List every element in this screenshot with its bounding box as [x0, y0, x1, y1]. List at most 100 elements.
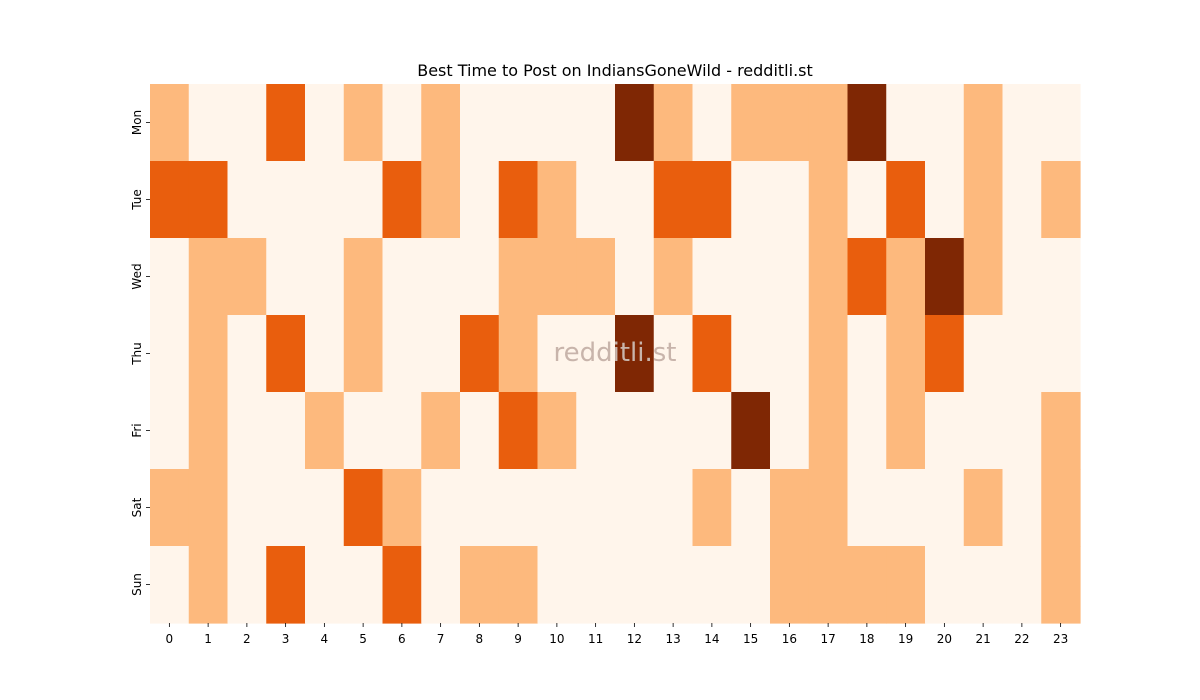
heatmap-cell-fri-6 [382, 392, 422, 470]
heatmap-cell-sat-4 [305, 469, 345, 547]
x-axis-ticks: 0 1 2 3 4 5 6 7 8 9 10 11 12 13 14 15 16 17 18 19 20 21 22 23 [166, 623, 1068, 646]
heatmap-cell-tue-2 [227, 161, 267, 239]
heatmap-cell-mon-8 [460, 84, 500, 162]
heatmap-cell-mon-13 [653, 84, 694, 162]
heatmap-cell-sat-2 [227, 469, 267, 547]
heatmap-cell-sun-23 [1041, 546, 1081, 624]
heatmap-cell-sat-11 [576, 469, 616, 547]
heatmap-cell-sun-16 [770, 546, 810, 624]
heatmap-cell-sun-21 [963, 546, 1004, 624]
heatmap-cell-sat-5 [343, 469, 384, 547]
heatmap-cell-sun-3 [266, 546, 306, 624]
x-tick-label: 1 [204, 632, 212, 646]
heatmap-cell-sat-18 [847, 469, 887, 547]
heatmap-cell-fri-16 [770, 392, 810, 470]
heatmap-cell-sat-20 [925, 469, 965, 547]
heatmap-cell-mon-23 [1041, 84, 1081, 162]
heatmap-cell-mon-1 [188, 84, 229, 162]
heatmap-cell-tue-16 [770, 161, 810, 239]
heatmap-cell-tue-14 [692, 161, 732, 239]
heatmap-cell-thu-4 [305, 315, 345, 393]
heatmap-cell-sat-16 [770, 469, 810, 547]
y-tick-label: Sun [130, 573, 144, 596]
heatmap-cell-sun-9 [498, 546, 539, 624]
heatmap-cell-thu-10 [537, 315, 577, 393]
heatmap-cells [150, 84, 1081, 624]
heatmap-cell-wed-23 [1041, 238, 1081, 316]
x-tick-label: 12 [627, 632, 642, 646]
heatmap-cell-sun-10 [537, 546, 577, 624]
heatmap-cell-sun-17 [808, 546, 849, 624]
x-tick-label: 11 [588, 632, 603, 646]
heatmap-cell-tue-7 [421, 161, 461, 239]
y-tick-label: Tue [130, 189, 144, 211]
watermark: redditli.st [554, 338, 677, 368]
heatmap-cell-tue-13 [653, 161, 694, 239]
heatmap-cell-mon-7 [421, 84, 461, 162]
heatmap-cell-tue-17 [808, 161, 849, 239]
x-tick-label: 23 [1053, 632, 1068, 646]
heatmap-cell-thu-17 [808, 315, 849, 393]
heatmap-cell-thu-11 [576, 315, 616, 393]
heatmap-cell-thu-16 [770, 315, 810, 393]
x-tick-label: 8 [476, 632, 484, 646]
heatmap-cell-sun-14 [692, 546, 732, 624]
x-tick-label: 15 [743, 632, 758, 646]
heatmap-cell-fri-7 [421, 392, 461, 470]
heatmap-cell-fri-18 [847, 392, 887, 470]
heatmap-cell-sun-1 [188, 546, 229, 624]
heatmap-cell-wed-10 [537, 238, 577, 316]
heatmap-cell-thu-3 [266, 315, 306, 393]
x-tick-label: 18 [859, 632, 874, 646]
heatmap-cell-sun-11 [576, 546, 616, 624]
heatmap-cell-tue-6 [382, 161, 422, 239]
heatmap-cell-sat-0 [150, 469, 190, 547]
heatmap-cell-thu-22 [1002, 315, 1042, 393]
heatmap-cell-sun-0 [150, 546, 190, 624]
heatmap-cell-fri-23 [1041, 392, 1081, 470]
x-tick-label: 10 [549, 632, 564, 646]
heatmap-cell-mon-10 [537, 84, 577, 162]
heatmap-cell-thu-6 [382, 315, 422, 393]
heatmap-cell-wed-13 [653, 238, 694, 316]
heatmap-cell-mon-9 [498, 84, 539, 162]
heatmap-cell-sun-18 [847, 546, 887, 624]
heatmap-cell-mon-16 [770, 84, 810, 162]
heatmap-cell-tue-19 [886, 161, 926, 239]
heatmap-cell-wed-3 [266, 238, 306, 316]
heatmap-cell-tue-20 [925, 161, 965, 239]
heatmap-cell-tue-23 [1041, 161, 1081, 239]
heatmap-cell-sun-2 [227, 546, 267, 624]
heatmap-cell-tue-9 [498, 161, 539, 239]
heatmap-cell-wed-22 [1002, 238, 1042, 316]
heatmap-cell-sat-21 [963, 469, 1004, 547]
heatmap-cell-tue-3 [266, 161, 306, 239]
heatmap-cell-tue-15 [731, 161, 771, 239]
heatmap-cell-fri-3 [266, 392, 306, 470]
heatmap-cell-thu-2 [227, 315, 267, 393]
heatmap-cell-fri-10 [537, 392, 577, 470]
heatmap-cell-thu-5 [343, 315, 384, 393]
heatmap-cell-sat-3 [266, 469, 306, 547]
y-axis-ticks: Mon Tue Wed Thu Fri Sat Sun [130, 110, 150, 596]
y-tick-label: Mon [130, 110, 144, 135]
heatmap-cell-thu-9 [498, 315, 539, 393]
heatmap-cell-thu-7 [421, 315, 461, 393]
heatmap-cell-sun-5 [343, 546, 384, 624]
heatmap-cell-fri-8 [460, 392, 500, 470]
heatmap-cell-mon-12 [615, 84, 655, 162]
heatmap-cell-wed-5 [343, 238, 384, 316]
heatmap-cell-sat-17 [808, 469, 849, 547]
heatmap-cell-thu-23 [1041, 315, 1081, 393]
heatmap-cell-tue-5 [343, 161, 384, 239]
heatmap-cell-sat-22 [1002, 469, 1042, 547]
heatmap-cell-mon-5 [343, 84, 384, 162]
heatmap-cell-tue-10 [537, 161, 577, 239]
heatmap-cell-wed-16 [770, 238, 810, 316]
heatmap-cell-fri-15 [731, 392, 771, 470]
heatmap-cell-thu-13 [653, 315, 694, 393]
heatmap-cell-fri-21 [963, 392, 1004, 470]
heatmap-cell-thu-15 [731, 315, 771, 393]
heatmap-cell-fri-5 [343, 392, 384, 470]
chart-title: Best Time to Post on IndiansGoneWild - r… [417, 61, 813, 80]
